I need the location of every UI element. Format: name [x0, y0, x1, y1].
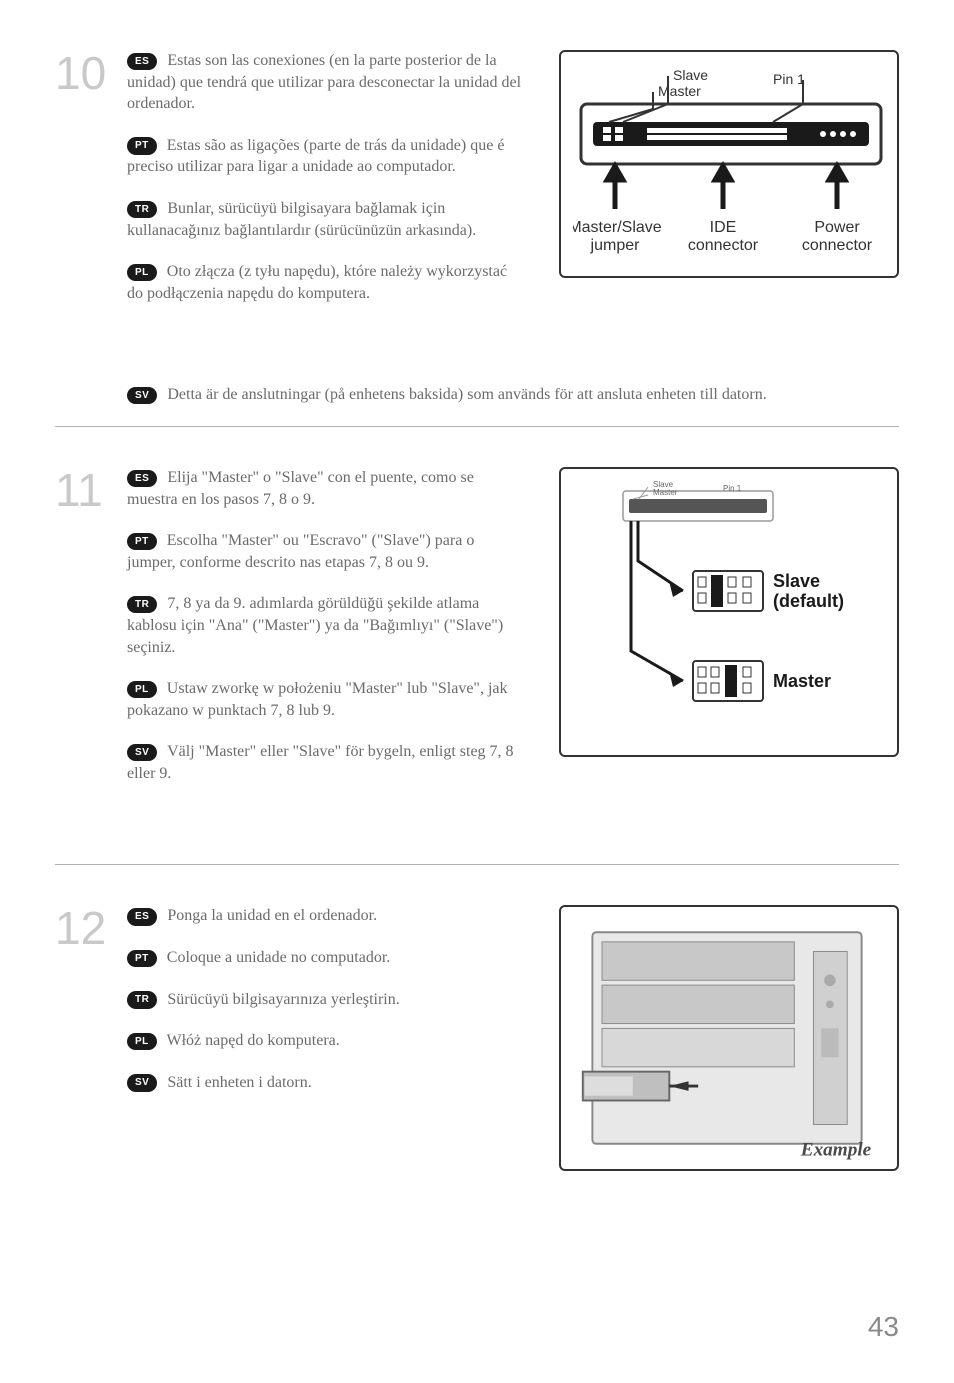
lang-badge: ES — [127, 908, 157, 926]
lang-badge: TR — [127, 201, 157, 219]
connectors-diagram: Slave Master Pin 1 Master/Sla — [573, 64, 889, 264]
paragraph-text: Ponga la unidad en el ordenador. — [167, 907, 377, 924]
svg-text:Pin 1: Pin 1 — [723, 484, 742, 493]
lang-badge: PT — [127, 137, 157, 155]
caption-ide-1: IDE — [710, 219, 737, 236]
lang-badge: TR — [127, 991, 157, 1009]
label-default: (default) — [773, 591, 844, 611]
label-slave: Slave — [673, 67, 708, 83]
step-figure-col: Slave Master Pin 1 — [559, 467, 899, 805]
lang-badge: TR — [127, 596, 157, 614]
paragraph-text: Estas são as ligações (parte de trás da … — [127, 137, 504, 176]
step-text-col: ES Elija "Master" o "Slave" con el puent… — [127, 467, 539, 805]
paragraph-sv: SV Sätt i enheten i datorn. — [127, 1072, 524, 1094]
paragraph-text: Escolha "Master" ou "Escravo" ("Slave") … — [127, 532, 474, 571]
step-number: 12 — [55, 905, 107, 951]
caption-power-1: Power — [814, 219, 860, 236]
paragraph-pl: PL Włóż napęd do komputera. — [127, 1030, 524, 1052]
svg-text:Master: Master — [653, 488, 678, 497]
label-example: Example — [800, 1140, 872, 1161]
paragraph-text: Elija "Master" o "Slave" con el puente, … — [127, 469, 474, 508]
paragraph-sv: SV Välj "Master" eller "Slave" för bygel… — [127, 741, 524, 784]
paragraph-pt: PT Estas são as ligações (parte de trás … — [127, 135, 524, 178]
paragraph-tr: TR Bunlar, sürücüyü bilgisayara bağlamak… — [127, 198, 524, 241]
paragraph-text: Sätt i enheten i datorn. — [167, 1074, 311, 1091]
step-figure-col: Slave Master Pin 1 Master/Sla — [559, 50, 899, 324]
lang-badge: PT — [127, 950, 157, 968]
paragraph-text: Detta är de anslutningar (på enhetens ba… — [167, 386, 766, 403]
lang-badge: ES — [127, 470, 157, 488]
paragraph-pl: PL Ustaw zworkę w położeniu "Master" lub… — [127, 678, 524, 721]
paragraph-text: Włóż napęd do komputera. — [167, 1032, 340, 1049]
paragraph-pt: PT Coloque a unidade no computador. — [127, 947, 524, 969]
step-12: 12 ES Ponga la unidad en el ordenador. P… — [55, 864, 899, 1171]
step-number-col: 11 — [55, 467, 107, 805]
paragraph-es: ES Elija "Master" o "Slave" con el puent… — [127, 467, 524, 510]
label-slave: Slave — [773, 571, 820, 591]
page-number: 43 — [868, 1311, 899, 1343]
lang-badge: PL — [127, 681, 157, 699]
step-text-col: ES Estas son las conexiones (en la parte… — [127, 50, 539, 324]
figure-jumper: Slave Master Pin 1 — [559, 467, 899, 757]
label-master: Master — [773, 671, 831, 691]
step-figure-col: Example — [559, 905, 899, 1171]
caption-ide-2: connector — [688, 237, 759, 254]
lang-badge: SV — [127, 744, 157, 762]
paragraph-text: Estas son las conexiones (en la parte po… — [127, 52, 521, 112]
paragraph-text: Coloque a unidade no computador. — [167, 949, 391, 966]
caption-jumper-1: Master/Slave — [573, 219, 662, 236]
lang-badge: ES — [127, 53, 157, 71]
paragraph-pt: PT Escolha "Master" ou "Escravo" ("Slave… — [127, 530, 524, 573]
paragraph-sv-full: SV Detta är de anslutningar (på enhetens… — [127, 384, 899, 406]
label-master: Master — [658, 83, 701, 99]
caption-jumper-2: jumper — [590, 237, 641, 254]
paragraph-text: Ustaw zworkę w położeniu "Master" lub "S… — [127, 680, 508, 719]
jumper-diagram: Slave Master Pin 1 — [573, 481, 889, 747]
caption-power-2: connector — [802, 237, 873, 254]
figure-computer: Example — [559, 905, 899, 1171]
lang-badge: PL — [127, 1033, 157, 1051]
lang-badge: SV — [127, 387, 157, 405]
step-10: 10 ES Estas son las conexiones (en la pa… — [55, 50, 899, 324]
paragraph-text: Välj "Master" eller "Slave" för bygeln, … — [127, 743, 514, 782]
paragraph-tr: TR 7, 8 ya da 9. adımlarda görüldüğü şek… — [127, 593, 524, 658]
paragraph-pl: PL Oto złącza (z tyłu napędu), które nal… — [127, 261, 524, 304]
lang-badge: PL — [127, 264, 157, 282]
step-11: 11 ES Elija "Master" o "Slave" con el pu… — [55, 426, 899, 805]
paragraph-text: Sürücüyü bilgisayarınıza yerleştirin. — [167, 991, 399, 1008]
step-number-col: 10 — [55, 50, 107, 324]
step-number: 10 — [55, 50, 107, 96]
paragraph-text: Oto złącza (z tyłu napędu), które należy… — [127, 263, 507, 302]
lang-badge: SV — [127, 1074, 157, 1092]
computer-diagram: Example — [567, 913, 887, 1163]
step-number: 11 — [55, 467, 107, 513]
paragraph-text: Bunlar, sürücüyü bilgisayara bağlamak iç… — [127, 200, 476, 239]
step-text-col: ES Ponga la unidad en el ordenador. PT C… — [127, 905, 539, 1171]
lang-badge: PT — [127, 533, 157, 551]
paragraph-es: ES Ponga la unidad en el ordenador. — [127, 905, 524, 927]
paragraph-es: ES Estas son las conexiones (en la parte… — [127, 50, 524, 115]
figure-connectors: Slave Master Pin 1 Master/Sla — [559, 50, 899, 278]
paragraph-text: 7, 8 ya da 9. adımlarda görüldüğü şekild… — [127, 595, 503, 655]
paragraph-tr: TR Sürücüyü bilgisayarınıza yerleştirin. — [127, 989, 524, 1011]
label-pin1: Pin 1 — [773, 71, 805, 87]
step-number-col: 12 — [55, 905, 107, 1171]
